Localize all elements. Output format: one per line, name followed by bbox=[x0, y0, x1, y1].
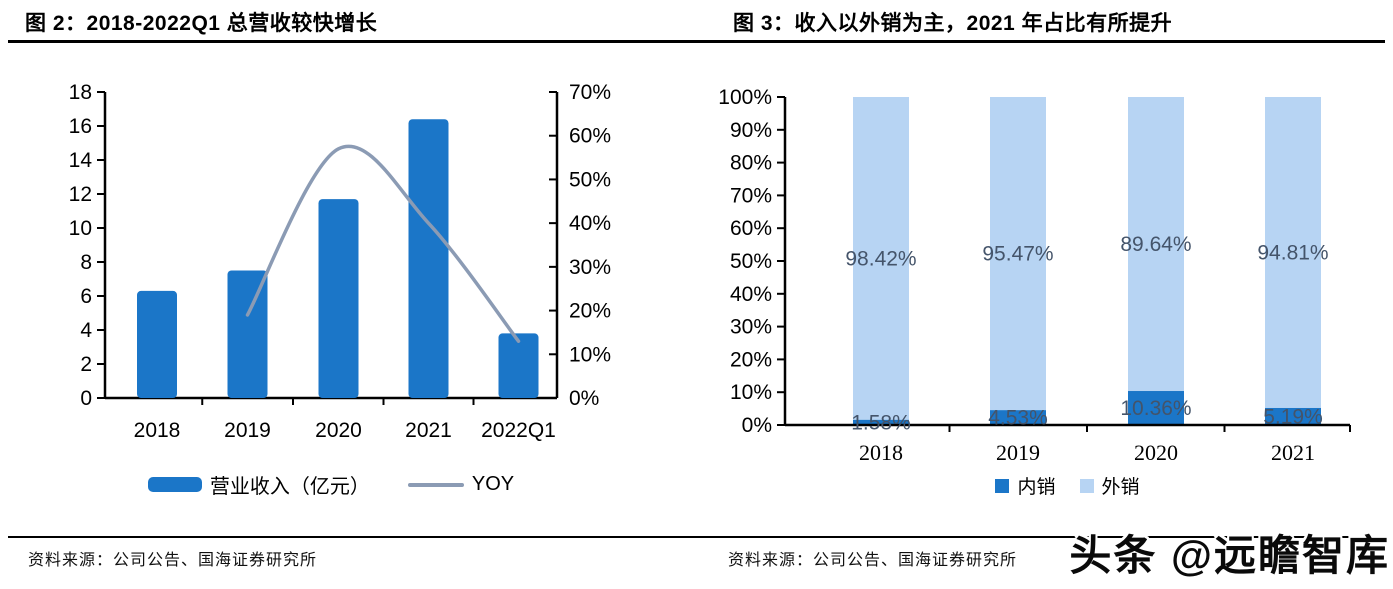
left-axis-tick-label: 8 bbox=[80, 251, 92, 274]
y-axis-tick-label: 80% bbox=[730, 152, 772, 175]
export-label-2020: 89.64% bbox=[1120, 233, 1191, 256]
revenue-bar-2020 bbox=[318, 199, 359, 398]
x-axis-label-2019: 2019 bbox=[224, 419, 271, 442]
left-axis-tick-label: 10 bbox=[69, 217, 92, 240]
left-axis-tick-label: 16 bbox=[69, 115, 92, 138]
legend-item-yoy: YOY bbox=[407, 473, 515, 496]
figure2-title: 图 2：2018-2022Q1 总营收较快增长 bbox=[25, 12, 378, 35]
right-axis-tick-label: 30% bbox=[569, 256, 611, 279]
revenue-bar-2022Q1 bbox=[498, 333, 539, 398]
domestic-segment-2020 bbox=[1128, 391, 1184, 425]
revenue-bar-2018 bbox=[137, 290, 177, 398]
right-axis-tick-label: 70% bbox=[569, 81, 611, 104]
left-axis-tick-label: 0 bbox=[80, 387, 92, 410]
x-axis-label-2018: 2018 bbox=[859, 440, 903, 465]
legend-item-revenue: 营业收入（亿元） bbox=[147, 470, 370, 499]
domestic-label-2020: 10.36% bbox=[1120, 397, 1191, 420]
domestic-label-2021: 5.19% bbox=[1263, 405, 1323, 428]
right-axis-tick-label: 20% bbox=[569, 300, 611, 323]
figure2-legend: 营业收入（亿元） YOY bbox=[105, 470, 557, 499]
left-axis-tick-label: 14 bbox=[69, 149, 93, 172]
figure3-legend: 内销 外销 bbox=[785, 472, 1350, 499]
left-axis-tick-label: 2 bbox=[80, 353, 92, 376]
footer-rule bbox=[8, 536, 1385, 538]
y-axis-tick-label: 60% bbox=[730, 217, 772, 240]
x-axis-label-2019: 2019 bbox=[996, 440, 1040, 465]
left-axis-tick-label: 18 bbox=[69, 81, 92, 104]
y-axis-tick-label: 40% bbox=[730, 283, 772, 306]
yoy-legend-label: YOY bbox=[471, 473, 515, 495]
watermark-text: 头条 @远瞻智库 bbox=[1069, 532, 1390, 579]
left-axis-tick-label: 6 bbox=[80, 285, 92, 308]
y-axis-tick-label: 20% bbox=[730, 348, 772, 371]
domestic-segment-2018 bbox=[853, 419, 909, 425]
revenue-bar-swatch bbox=[147, 477, 202, 492]
x-axis-label-2020: 2020 bbox=[315, 419, 362, 442]
right-axis-tick-label: 10% bbox=[569, 343, 611, 366]
right-axis-tick-label: 60% bbox=[569, 125, 611, 148]
figure2-source: 资料来源：公司公告、国海证券研究所 bbox=[28, 552, 318, 569]
domestic-segment-2019 bbox=[990, 410, 1046, 425]
right-axis-tick-label: 0% bbox=[569, 387, 599, 410]
x-axis-label-2022Q1: 2022Q1 bbox=[481, 419, 556, 442]
right-axis-tick-label: 50% bbox=[569, 168, 611, 191]
y-axis-tick-label: 50% bbox=[730, 250, 772, 273]
left-axis-tick-label: 4 bbox=[80, 319, 92, 342]
domestic-label-2019: 4.53% bbox=[988, 407, 1048, 430]
x-axis-label-2021: 2021 bbox=[1271, 440, 1315, 465]
title-underline-rule bbox=[8, 40, 1385, 43]
revenue-bar-2019 bbox=[227, 270, 268, 398]
legend-item-export: 外销 bbox=[1079, 472, 1140, 499]
left-axis-tick-label: 12 bbox=[69, 183, 92, 206]
y-axis-tick-label: 10% bbox=[730, 381, 772, 404]
domestic-segment-2021 bbox=[1265, 407, 1321, 425]
x-axis-label-2021: 2021 bbox=[405, 419, 452, 442]
right-axis-tick-label: 40% bbox=[569, 212, 611, 235]
domestic-sales-swatch bbox=[995, 478, 1010, 493]
export-sales-swatch bbox=[1079, 478, 1094, 493]
x-axis-label-2018: 2018 bbox=[134, 419, 181, 442]
figure2-combo-chart: 0 2 4 6 8 10 12 14 16 18 0% 10% 20% 30% 40% 50% 60% 70% 20… bbox=[69, 81, 611, 442]
export-label-2018: 98.42% bbox=[845, 247, 916, 270]
export-segment-2020 bbox=[1128, 97, 1184, 392]
export-segment-2018 bbox=[853, 97, 909, 420]
y-axis-tick-label: 100% bbox=[718, 86, 772, 109]
y-axis-tick-label: 90% bbox=[730, 119, 772, 142]
revenue-bar-2021 bbox=[408, 119, 449, 398]
yoy-line-swatch bbox=[407, 482, 464, 487]
y-axis-tick-label: 0% bbox=[742, 414, 772, 437]
export-legend-label: 外销 bbox=[1101, 477, 1140, 498]
figure3-title: 图 3：收入以外销为主，2021 年占比有所提升 bbox=[733, 12, 1173, 35]
x-axis-label-2020: 2020 bbox=[1134, 440, 1178, 465]
figure3-stacked-chart: 0% 10% 20% 30% 40% 50% 60% 70% 80% 90% 100% 98.42% 1… bbox=[718, 86, 1351, 465]
export-label-2019: 95.47% bbox=[982, 243, 1053, 266]
export-segment-2021 bbox=[1265, 97, 1321, 408]
domestic-legend-label: 内销 bbox=[1017, 477, 1056, 498]
figure3-source: 资料来源：公司公告、国海证券研究所 bbox=[728, 552, 1018, 569]
y-axis-tick-label: 30% bbox=[730, 316, 772, 339]
revenue-legend-label: 营业收入（亿元） bbox=[209, 476, 370, 498]
legend-item-domestic: 内销 bbox=[995, 472, 1056, 499]
domestic-label-2018: 1.58% bbox=[851, 411, 911, 434]
export-label-2021: 94.81% bbox=[1257, 241, 1328, 264]
yoy-line bbox=[245, 144, 521, 343]
export-segment-2019 bbox=[990, 97, 1046, 411]
y-axis-tick-label: 70% bbox=[730, 184, 772, 207]
